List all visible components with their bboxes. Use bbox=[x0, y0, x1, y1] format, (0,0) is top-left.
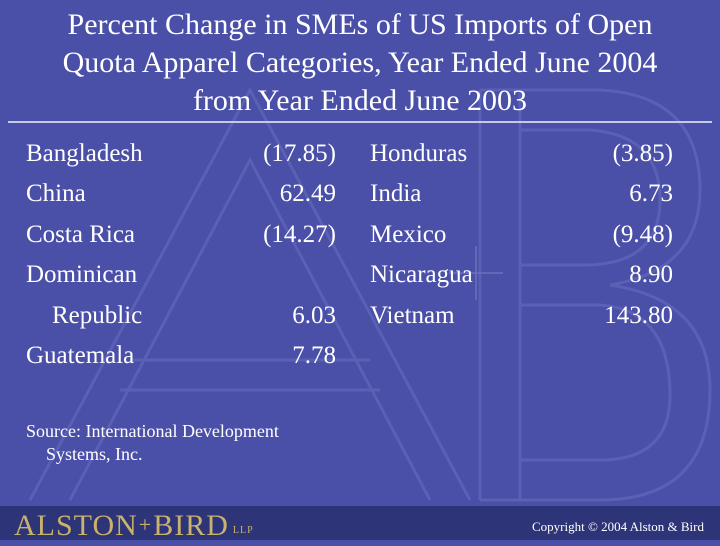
title-line-1: Percent Change in SMEs of US Imports of … bbox=[67, 8, 653, 41]
country-label: India bbox=[370, 180, 422, 208]
source-line-2: Systems, Inc. bbox=[46, 444, 143, 464]
source-note: Source: International Development System… bbox=[26, 420, 426, 466]
percent-change-value: 8.90 bbox=[629, 261, 673, 289]
slide-title: Percent Change in SMEs of US Imports of … bbox=[20, 6, 700, 120]
logo-word-alston: ALSTON bbox=[14, 509, 138, 542]
logo-llp: LLP bbox=[232, 525, 254, 536]
country-label-continuation: Republic bbox=[52, 301, 143, 329]
percent-change-value: (17.85) bbox=[263, 140, 336, 167]
percent-change-value: (14.27) bbox=[263, 220, 336, 248]
country-label: Honduras bbox=[370, 140, 468, 167]
country-label: Mexico bbox=[370, 220, 447, 248]
country-label: Dominican bbox=[26, 261, 138, 289]
percent-change-value: 143.80 bbox=[604, 301, 673, 329]
percent-change-value: 6.73 bbox=[629, 180, 673, 208]
left-value-column: (17.85) 62.49 (14.27) 6.03 7.78 bbox=[226, 134, 336, 376]
percent-change-value-empty bbox=[226, 255, 336, 295]
percent-change-value: 7.78 bbox=[292, 341, 336, 369]
country-label: Vietnam bbox=[370, 301, 455, 329]
country-label: Nicaragua bbox=[370, 261, 473, 289]
right-value-column: (3.85) 6.73 (9.48) 8.90 143.80 bbox=[560, 134, 673, 336]
alston-bird-logo: ALSTON+BIRD LLP bbox=[14, 509, 254, 542]
logo-word-bird: BIRD bbox=[153, 509, 229, 542]
percent-change-value: (9.48) bbox=[612, 220, 673, 248]
title-divider bbox=[8, 121, 712, 123]
percent-change-value: 6.03 bbox=[292, 301, 336, 329]
country-label: Guatemala bbox=[26, 341, 135, 369]
country-label: Costa Rica bbox=[26, 220, 136, 248]
left-country-column: Bangladesh China Costa Rica Dominican Re… bbox=[26, 134, 206, 376]
percent-change-value: (3.85) bbox=[612, 140, 673, 167]
logo-plus: + bbox=[138, 512, 153, 537]
country-label: China bbox=[26, 180, 86, 208]
percent-change-value: 62.49 bbox=[279, 180, 336, 208]
right-country-column: Honduras India Mexico Nicaragua Vietnam bbox=[370, 134, 530, 336]
title-line-2: Quota Apparel Categories, Year Ended Jun… bbox=[62, 46, 658, 79]
title-line-3: from Year Ended June 2003 bbox=[192, 84, 528, 117]
source-line-1: Source: International Development bbox=[26, 421, 279, 441]
footer-bar bbox=[0, 506, 720, 540]
country-label: Bangladesh bbox=[26, 140, 143, 167]
copyright-notice: Copyright © 2004 Alston & Bird bbox=[531, 519, 704, 534]
